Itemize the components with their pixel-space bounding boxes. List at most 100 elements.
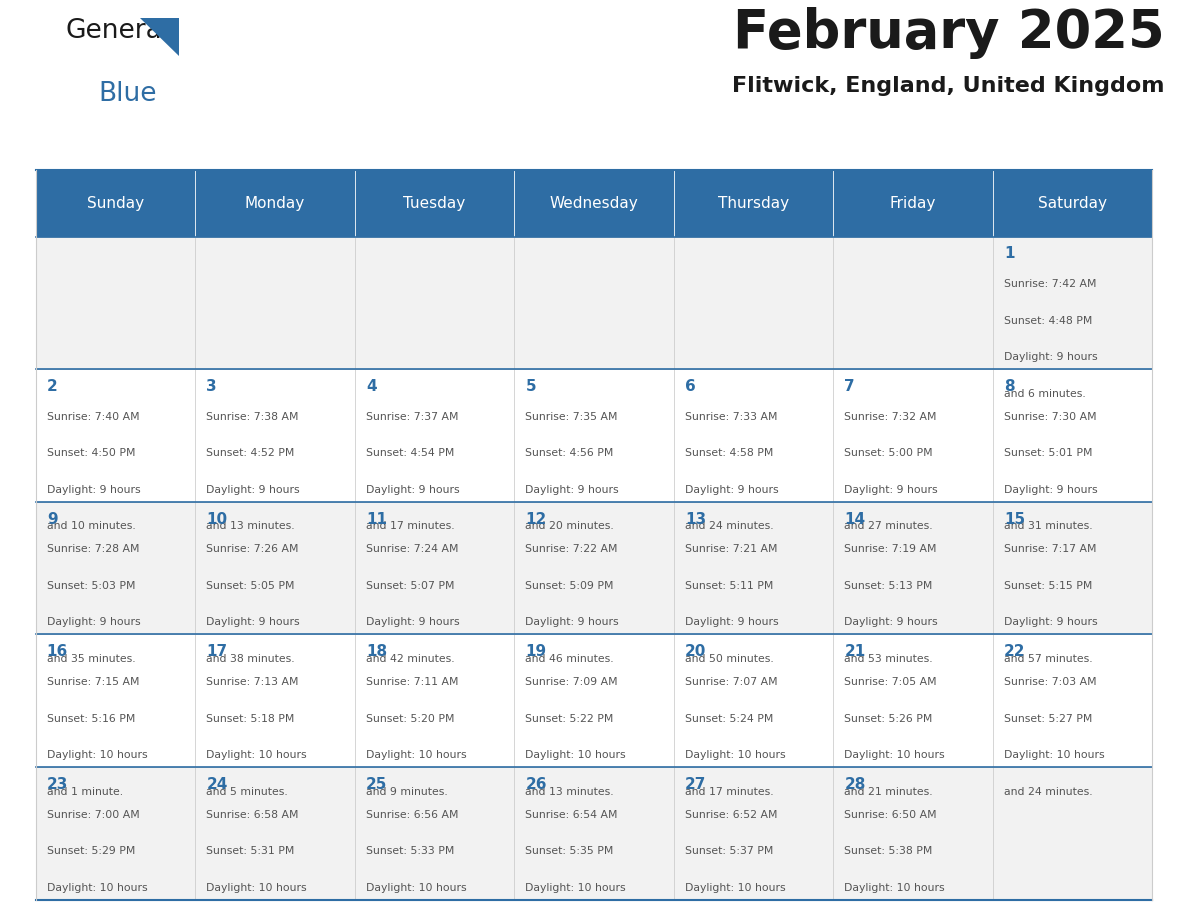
Bar	[514, 634, 674, 767]
Bar	[674, 502, 833, 634]
Text: Daylight: 10 hours: Daylight: 10 hours	[845, 882, 946, 892]
Text: Sunset: 5:38 PM: Sunset: 5:38 PM	[845, 846, 933, 856]
Text: Sunrise: 7:19 AM: Sunrise: 7:19 AM	[845, 544, 937, 554]
Text: Daylight: 9 hours: Daylight: 9 hours	[685, 485, 778, 495]
Text: Daylight: 10 hours: Daylight: 10 hours	[207, 882, 307, 892]
Text: 5: 5	[525, 379, 536, 394]
Text: and 24 minutes.: and 24 minutes.	[1004, 787, 1093, 797]
Text: Sunset: 5:31 PM: Sunset: 5:31 PM	[207, 846, 295, 856]
Text: 6: 6	[685, 379, 696, 394]
Text: Sunrise: 7:42 AM: Sunrise: 7:42 AM	[1004, 279, 1097, 289]
Bar	[195, 170, 355, 237]
Bar	[36, 170, 195, 237]
Text: Sunset: 4:58 PM: Sunset: 4:58 PM	[685, 448, 773, 458]
Text: Sunset: 5:24 PM: Sunset: 5:24 PM	[685, 713, 773, 723]
Bar	[833, 369, 993, 502]
Text: and 24 minutes.: and 24 minutes.	[685, 521, 773, 532]
Bar	[674, 170, 833, 237]
Bar	[674, 767, 833, 900]
Text: Sunday: Sunday	[87, 196, 144, 211]
Text: 22: 22	[1004, 644, 1025, 659]
Text: Daylight: 9 hours: Daylight: 9 hours	[46, 485, 140, 495]
Bar	[36, 369, 195, 502]
Bar	[355, 369, 514, 502]
Text: General: General	[65, 17, 170, 44]
Text: Sunrise: 7:28 AM: Sunrise: 7:28 AM	[46, 544, 139, 554]
Text: Daylight: 10 hours: Daylight: 10 hours	[207, 750, 307, 760]
Text: and 38 minutes.: and 38 minutes.	[207, 654, 295, 664]
Text: Sunset: 5:22 PM: Sunset: 5:22 PM	[525, 713, 614, 723]
Text: Daylight: 10 hours: Daylight: 10 hours	[525, 750, 626, 760]
Text: Sunrise: 7:11 AM: Sunrise: 7:11 AM	[366, 677, 459, 687]
Text: and 27 minutes.: and 27 minutes.	[845, 521, 933, 532]
Text: Sunset: 5:33 PM: Sunset: 5:33 PM	[366, 846, 454, 856]
Text: Sunrise: 7:38 AM: Sunrise: 7:38 AM	[207, 412, 299, 422]
Text: 10: 10	[207, 511, 227, 527]
Polygon shape	[140, 17, 179, 56]
Text: Daylight: 10 hours: Daylight: 10 hours	[685, 750, 785, 760]
Text: Sunrise: 7:32 AM: Sunrise: 7:32 AM	[845, 412, 937, 422]
Text: Sunrise: 6:52 AM: Sunrise: 6:52 AM	[685, 810, 777, 820]
Bar	[993, 767, 1152, 900]
Text: Daylight: 9 hours: Daylight: 9 hours	[366, 618, 460, 627]
Text: Daylight: 10 hours: Daylight: 10 hours	[366, 750, 467, 760]
Text: and 13 minutes.: and 13 minutes.	[207, 521, 295, 532]
Text: Sunset: 5:29 PM: Sunset: 5:29 PM	[46, 846, 135, 856]
Bar	[674, 237, 833, 369]
Bar	[355, 237, 514, 369]
Text: Sunrise: 7:22 AM: Sunrise: 7:22 AM	[525, 544, 618, 554]
Text: Sunrise: 7:40 AM: Sunrise: 7:40 AM	[46, 412, 139, 422]
Bar	[514, 369, 674, 502]
Text: and 6 minutes.: and 6 minutes.	[1004, 388, 1086, 398]
Text: 26: 26	[525, 777, 546, 792]
Text: Sunset: 5:35 PM: Sunset: 5:35 PM	[525, 846, 614, 856]
Bar	[514, 170, 674, 237]
Text: Sunrise: 7:17 AM: Sunrise: 7:17 AM	[1004, 544, 1097, 554]
Text: Daylight: 10 hours: Daylight: 10 hours	[46, 750, 147, 760]
Text: Sunset: 5:09 PM: Sunset: 5:09 PM	[525, 581, 614, 591]
Text: Sunrise: 7:30 AM: Sunrise: 7:30 AM	[1004, 412, 1097, 422]
Text: 1: 1	[1004, 246, 1015, 262]
Text: Daylight: 9 hours: Daylight: 9 hours	[525, 618, 619, 627]
Text: 25: 25	[366, 777, 387, 792]
Bar	[195, 634, 355, 767]
Text: Sunrise: 7:24 AM: Sunrise: 7:24 AM	[366, 544, 459, 554]
Text: Daylight: 9 hours: Daylight: 9 hours	[207, 485, 299, 495]
Text: Sunrise: 7:15 AM: Sunrise: 7:15 AM	[46, 677, 139, 687]
Text: and 1 minute.: and 1 minute.	[46, 787, 122, 797]
Bar	[195, 237, 355, 369]
Text: February 2025: February 2025	[733, 7, 1164, 60]
Text: and 10 minutes.: and 10 minutes.	[46, 521, 135, 532]
Text: Flitwick, England, United Kingdom: Flitwick, England, United Kingdom	[732, 76, 1164, 96]
Bar	[355, 634, 514, 767]
Text: 3: 3	[207, 379, 217, 394]
Text: and 53 minutes.: and 53 minutes.	[845, 654, 933, 664]
Text: Daylight: 9 hours: Daylight: 9 hours	[1004, 353, 1098, 363]
Text: Sunrise: 7:37 AM: Sunrise: 7:37 AM	[366, 412, 459, 422]
Bar	[833, 767, 993, 900]
Bar	[833, 502, 993, 634]
Text: 8: 8	[1004, 379, 1015, 394]
Text: Sunset: 4:52 PM: Sunset: 4:52 PM	[207, 448, 295, 458]
Text: Sunrise: 7:07 AM: Sunrise: 7:07 AM	[685, 677, 778, 687]
Text: Sunrise: 7:33 AM: Sunrise: 7:33 AM	[685, 412, 777, 422]
Text: Daylight: 10 hours: Daylight: 10 hours	[685, 882, 785, 892]
Text: Sunset: 5:03 PM: Sunset: 5:03 PM	[46, 581, 135, 591]
Text: Sunset: 5:15 PM: Sunset: 5:15 PM	[1004, 581, 1093, 591]
Text: Monday: Monday	[245, 196, 305, 211]
Bar	[36, 767, 195, 900]
Bar	[514, 767, 674, 900]
Text: and 17 minutes.: and 17 minutes.	[366, 521, 455, 532]
Text: Wednesday: Wednesday	[550, 196, 638, 211]
Text: Daylight: 9 hours: Daylight: 9 hours	[845, 485, 939, 495]
Text: Daylight: 9 hours: Daylight: 9 hours	[207, 618, 299, 627]
Bar	[833, 170, 993, 237]
Text: 27: 27	[685, 777, 707, 792]
Bar	[36, 237, 195, 369]
Text: and 46 minutes.: and 46 minutes.	[525, 654, 614, 664]
Text: Sunrise: 6:50 AM: Sunrise: 6:50 AM	[845, 810, 937, 820]
Text: Sunset: 5:16 PM: Sunset: 5:16 PM	[46, 713, 135, 723]
Text: and 31 minutes.: and 31 minutes.	[1004, 521, 1093, 532]
Text: Sunset: 5:13 PM: Sunset: 5:13 PM	[845, 581, 933, 591]
Text: Sunset: 4:50 PM: Sunset: 4:50 PM	[46, 448, 135, 458]
